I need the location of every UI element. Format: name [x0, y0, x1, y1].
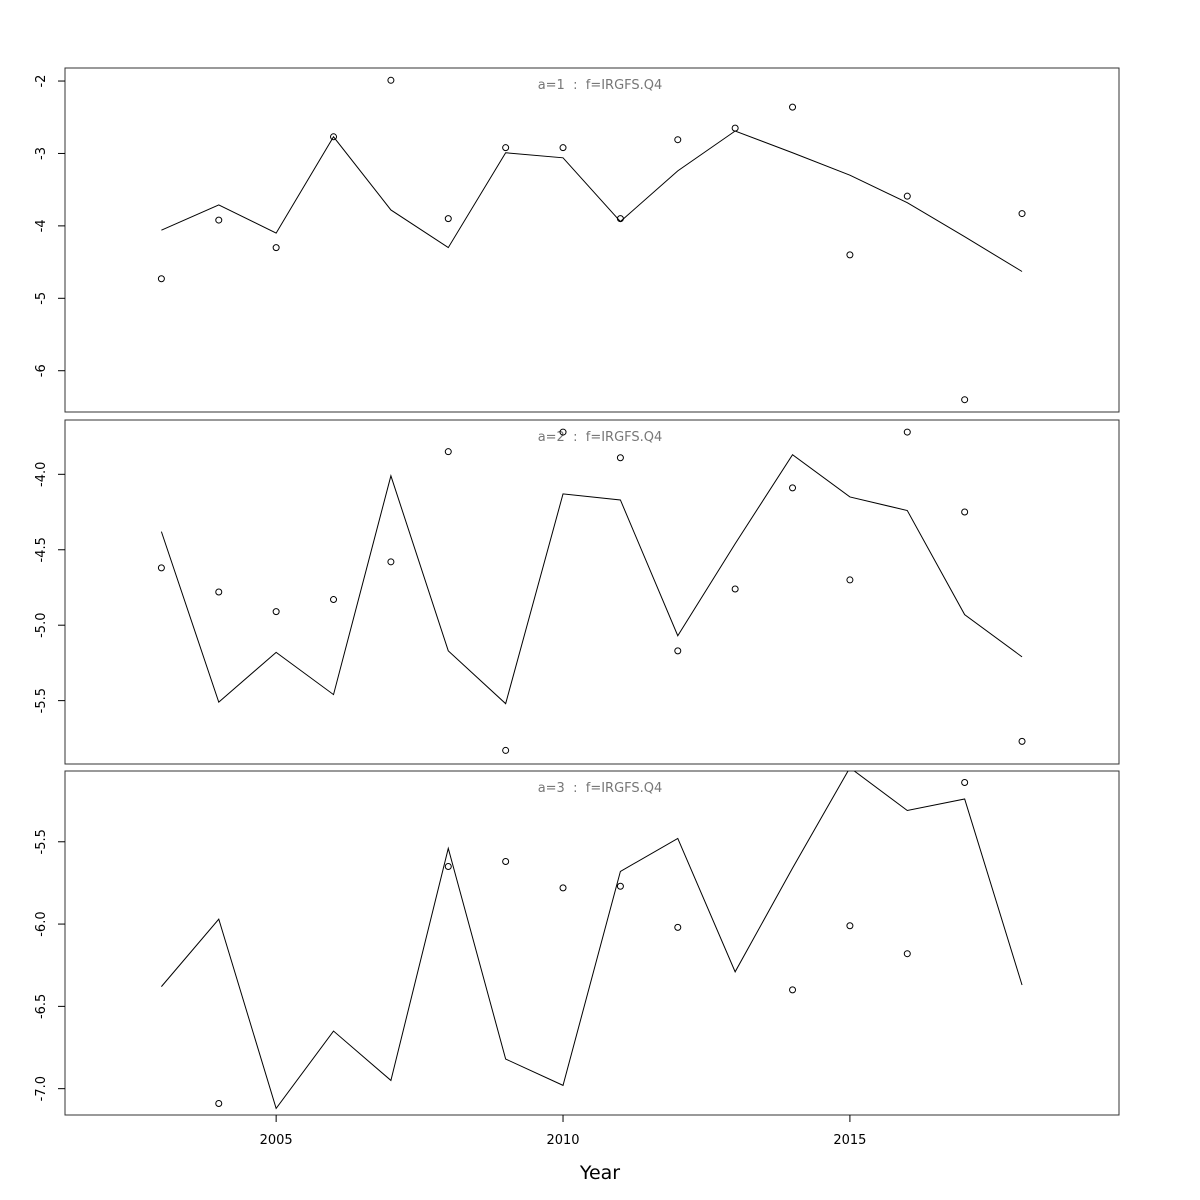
data-point — [330, 596, 338, 604]
series-line — [160, 453, 1023, 705]
data-point — [961, 508, 969, 516]
data-point — [444, 215, 452, 223]
data-point — [559, 884, 567, 892]
data-point — [789, 986, 797, 994]
panel-frame — [64, 419, 1120, 765]
data-point — [789, 484, 797, 492]
y-tick-label: -3 — [34, 147, 49, 160]
data-point — [846, 922, 854, 930]
panel-title: a=3 : f=IRGFS.Q4 — [538, 781, 663, 796]
data-point — [387, 76, 395, 84]
panel-frame — [64, 67, 1120, 413]
y-tick-label: -6.5 — [34, 994, 49, 1019]
data-point — [157, 275, 165, 283]
y-tick-label: -4 — [34, 219, 49, 232]
y-tick-label: -5.5 — [34, 829, 49, 854]
data-point — [444, 862, 452, 870]
y-tick-label: -5.0 — [34, 613, 49, 638]
plot-area — [161, 771, 1023, 1110]
y-tick-label: -4.0 — [34, 462, 49, 487]
data-point — [559, 428, 567, 436]
data-point — [674, 647, 682, 655]
data-point — [731, 124, 739, 132]
data-point — [559, 144, 567, 152]
series-line — [161, 130, 1023, 272]
data-point — [215, 588, 223, 596]
data-point — [157, 564, 165, 572]
data-point — [215, 216, 223, 224]
plot-area — [157, 76, 1026, 404]
data-point — [272, 608, 280, 616]
x-tick-label: 2005 — [260, 1133, 293, 1148]
series-line — [161, 771, 1023, 1110]
data-point — [272, 244, 280, 252]
data-point — [1018, 737, 1026, 745]
data-point — [903, 192, 911, 200]
y-tick-label: -5.5 — [34, 688, 49, 713]
data-point — [961, 396, 969, 404]
data-point — [616, 215, 624, 223]
y-tick-label: -6.0 — [34, 911, 49, 936]
y-tick-label: -4.5 — [34, 537, 49, 562]
y-tick-label: -6 — [34, 364, 49, 377]
data-point — [961, 779, 969, 787]
panel-frame — [64, 770, 1120, 1116]
data-point — [502, 144, 510, 152]
data-point — [846, 576, 854, 584]
data-point — [444, 448, 452, 456]
data-point — [616, 882, 624, 890]
data-point — [387, 558, 395, 566]
data-point — [674, 923, 682, 931]
data-point — [1018, 210, 1026, 218]
data-point — [674, 136, 682, 144]
y-tick-label: -5 — [34, 292, 49, 305]
panel-title: a=1 : f=IRGFS.Q4 — [538, 78, 663, 93]
data-point — [731, 585, 739, 593]
data-point — [616, 454, 624, 462]
plot-area — [157, 428, 1026, 754]
data-point — [502, 858, 510, 866]
data-point — [502, 746, 510, 754]
y-tick-label: -7.0 — [34, 1076, 49, 1101]
data-point — [789, 103, 797, 111]
data-point — [215, 1099, 223, 1107]
data-point — [846, 251, 854, 259]
data-point — [903, 428, 911, 436]
x-tick-label: 2010 — [546, 1133, 579, 1148]
y-tick-label: -2 — [34, 75, 49, 88]
data-point — [330, 133, 338, 141]
panel-title: a=2 : f=IRGFS.Q4 — [538, 430, 663, 445]
x-axis-label: Year — [579, 1162, 620, 1184]
x-tick-label: 2015 — [833, 1133, 866, 1148]
data-point — [903, 950, 911, 958]
